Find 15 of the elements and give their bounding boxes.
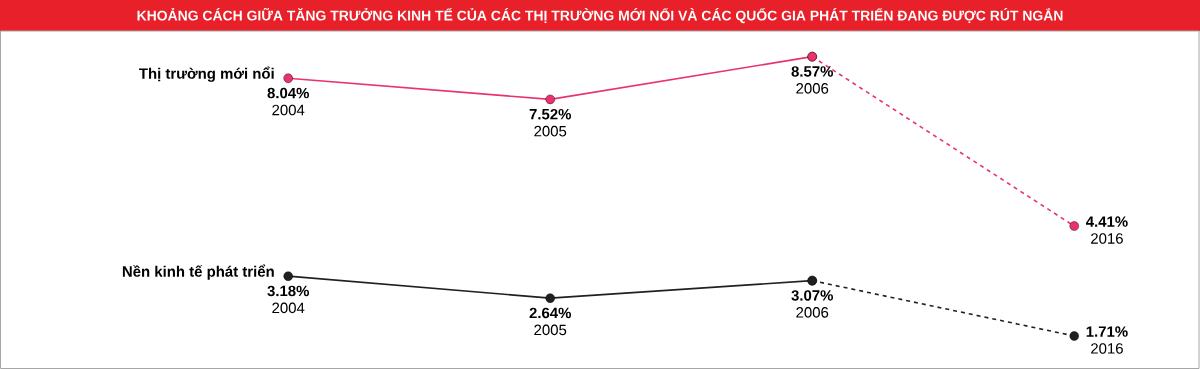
chart-title: KHOẢNG CÁCH GIỮA TĂNG TRƯỞNG KINH TẾ CỦA CÁC THỊ TRƯỜNG MỚI NỔI VÀ CÁC QUỐC GIA PHÁT TRIỂN ĐANG ĐƯỢC RÚT NGẮN xyxy=(137,7,1063,24)
data-label: 1.71% xyxy=(1086,326,1128,337)
series-label: Nền kinh tế phát triển xyxy=(122,264,274,280)
category-label: 2016 xyxy=(1091,343,1123,354)
data-label: 3.18% xyxy=(267,285,309,297)
data-label: 2.64% xyxy=(529,307,571,319)
category-label: 2006 xyxy=(796,83,829,94)
category-label: 2005 xyxy=(534,324,567,336)
series-label: Thị trường mới nổi xyxy=(139,66,274,82)
data-label: 4.41% xyxy=(1085,216,1128,227)
data-label: 8.04% xyxy=(267,87,309,99)
category-label: 2004 xyxy=(272,104,305,116)
data-label: 7.52% xyxy=(529,108,571,120)
data-label: 8.57% xyxy=(791,66,834,77)
data-label: 3.07% xyxy=(791,290,834,301)
